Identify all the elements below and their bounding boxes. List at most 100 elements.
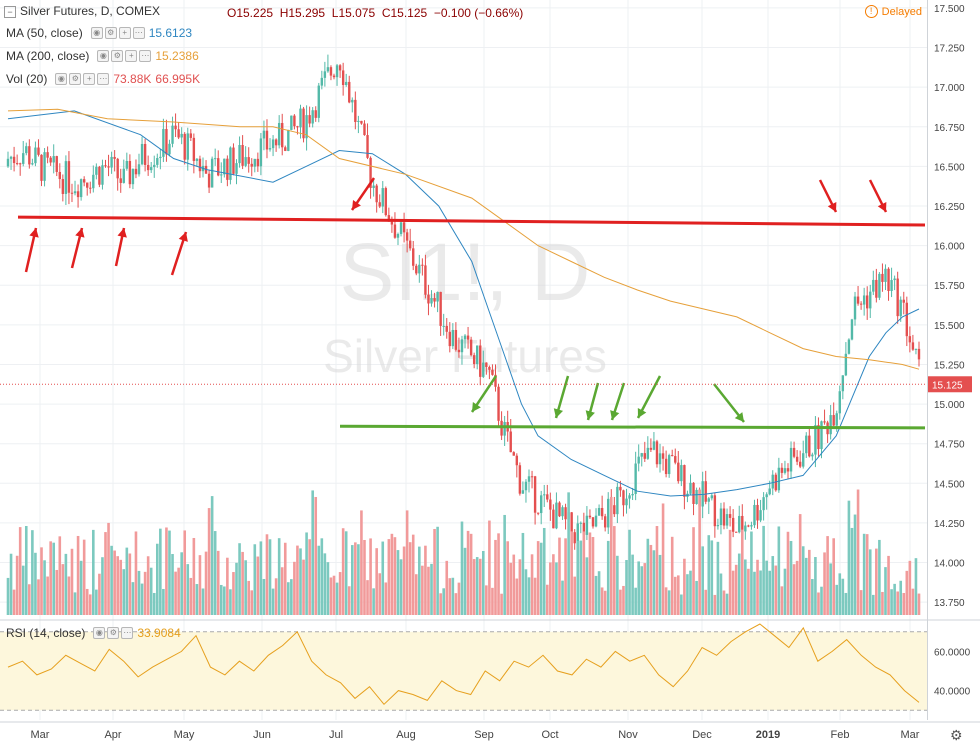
candle-body [262, 130, 266, 139]
ma50-value: 15.6123 [148, 26, 193, 40]
rsi-tick-label: 40.0000 [934, 687, 971, 698]
collapse-legend-button[interactable]: − [4, 6, 16, 18]
settings-icon[interactable]: ⚙ [111, 50, 124, 62]
time-tick-label: Mar [901, 729, 920, 741]
volume-bar [122, 569, 126, 615]
candle-body [250, 163, 253, 167]
volume-bar [180, 552, 183, 615]
candle-body [183, 133, 186, 160]
candle-body [384, 188, 388, 216]
gear-icon[interactable]: ⚙ [950, 727, 963, 743]
candle-body [658, 453, 662, 465]
candle-body [594, 515, 598, 527]
volume-bar [162, 588, 165, 615]
rsi-legend[interactable]: RSI (14, close) ◉ ⚙ ⋯ 33.9084 [6, 626, 181, 640]
candle-body [311, 110, 314, 124]
candle-body [67, 161, 71, 193]
volume-bar [262, 578, 266, 615]
volume-bar [79, 560, 83, 615]
legend-controls[interactable]: ◉ ⚙ + ⋯ [97, 50, 152, 62]
candle-body [143, 143, 147, 165]
volume-bar [524, 569, 528, 615]
candle-body [421, 264, 424, 266]
candle-body [573, 532, 576, 544]
candle-body [503, 422, 506, 436]
volume-bar [683, 558, 686, 615]
volume-bar [408, 542, 412, 615]
ma200-legend[interactable]: MA (200, close) ◉ ⚙ + ⋯ 15.2386 [6, 49, 199, 63]
volume-bar [250, 590, 254, 615]
settings-icon[interactable]: ⚙ [69, 73, 82, 85]
eye-icon[interactable]: ◉ [55, 73, 68, 85]
volume-bar [414, 574, 418, 615]
volume-bar [725, 593, 729, 615]
volume-bar [354, 542, 357, 615]
more-icon[interactable]: ⋯ [121, 627, 134, 639]
volume-bar [545, 584, 549, 615]
candle-body [354, 99, 357, 123]
volume-bar [744, 559, 747, 615]
ma50-legend[interactable]: MA (50, close) ◉ ⚙ + ⋯ 15.6123 [6, 26, 192, 40]
candle-body [399, 222, 403, 235]
candle-body [128, 160, 132, 185]
candle-body [655, 441, 659, 465]
rsi-value: 33.9084 [137, 626, 181, 640]
candle-body [415, 265, 418, 274]
candle-body [82, 179, 86, 183]
eye-icon[interactable]: ◉ [90, 27, 103, 39]
volume-bar [908, 560, 912, 615]
volume-bar [314, 496, 318, 615]
eye-icon[interactable]: ◉ [97, 50, 110, 62]
volume-bar [603, 590, 607, 615]
add-icon[interactable]: + [83, 73, 96, 85]
ohlc-high: H15.295 [279, 6, 326, 20]
volume-bar [61, 564, 65, 615]
volume-bar [503, 514, 506, 615]
info-icon: ! [864, 5, 878, 18]
candle-body [265, 130, 269, 150]
volume-bar [256, 556, 260, 615]
volume-bar [350, 545, 354, 615]
candle-body [625, 498, 628, 506]
volume-bar [536, 541, 540, 615]
ma50-line [7, 110, 920, 497]
settings-icon[interactable]: ⚙ [107, 627, 120, 639]
candle-body [299, 108, 302, 128]
candle-body [491, 369, 494, 375]
volume-bar [600, 587, 604, 615]
eye-icon[interactable]: ◉ [93, 627, 106, 639]
legend-controls[interactable]: ◉ ⚙ + ⋯ [90, 27, 145, 39]
add-icon[interactable]: + [125, 50, 138, 62]
volume-bar [268, 539, 272, 615]
candle-body [113, 156, 116, 159]
more-icon[interactable]: ⋯ [97, 73, 110, 85]
more-icon[interactable]: ⋯ [132, 27, 145, 39]
legend-controls[interactable]: ◉ ⚙ ⋯ [93, 627, 134, 639]
legend-controls[interactable]: ◉ ⚙ + ⋯ [55, 73, 110, 85]
price-tick-label: 14.000 [934, 559, 965, 570]
candle-body [58, 171, 61, 180]
volume-bar [911, 588, 915, 615]
volume-bar [259, 541, 263, 615]
candle-body [79, 179, 83, 198]
candle-body [472, 355, 476, 365]
volume-bar [808, 549, 811, 615]
volume-bar [469, 533, 473, 615]
volume-bar [875, 548, 878, 615]
volume-bar [832, 538, 835, 615]
candle-body [360, 120, 363, 124]
more-icon[interactable]: ⋯ [139, 50, 152, 62]
volume-bar [606, 540, 610, 615]
volume-bar [494, 539, 497, 615]
volume-bar [896, 591, 899, 615]
volume-bar [70, 548, 74, 615]
candle-body [546, 494, 549, 500]
add-icon[interactable]: + [118, 27, 131, 39]
vol-legend[interactable]: Vol (20) ◉ ⚙ + ⋯ 73.88K 66.995K [6, 72, 200, 86]
settings-icon[interactable]: ⚙ [104, 27, 117, 39]
volume-bar [871, 594, 875, 615]
volume-bar [530, 554, 534, 615]
delayed-badge[interactable]: ! Delayed [864, 5, 922, 18]
support-arrow-head [472, 402, 481, 412]
